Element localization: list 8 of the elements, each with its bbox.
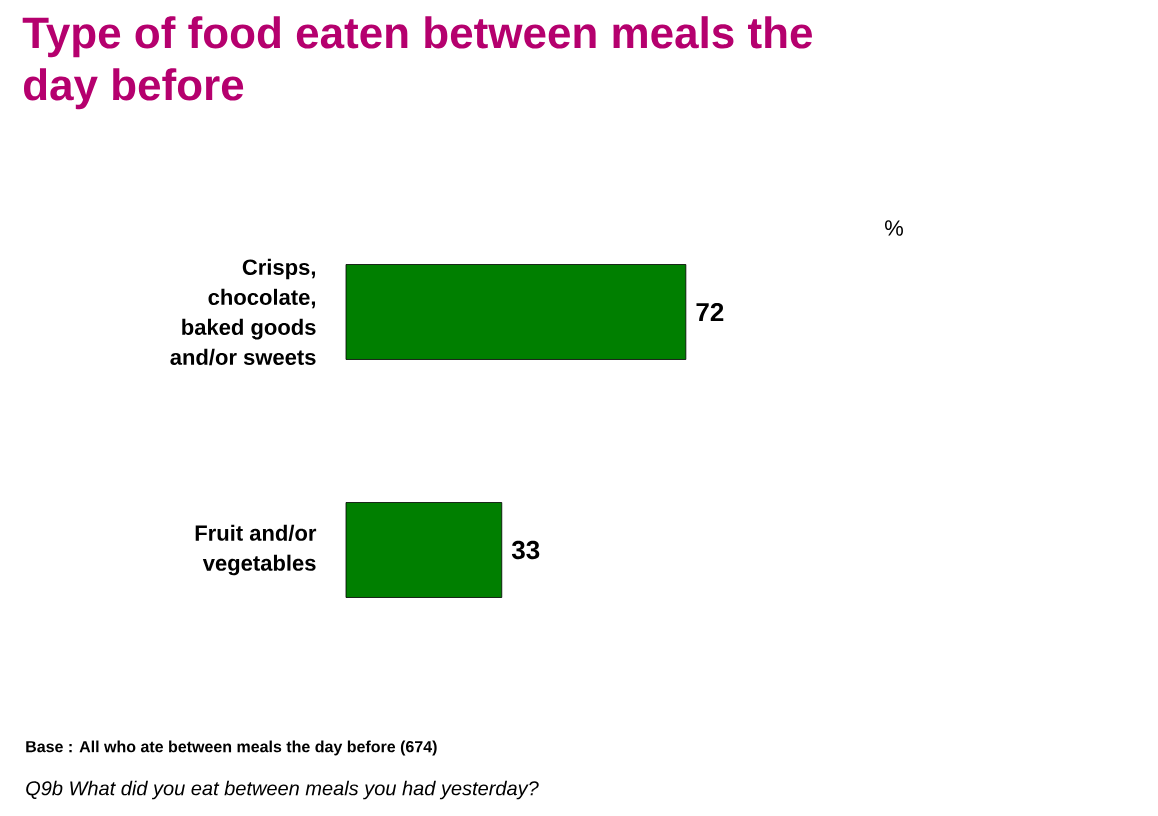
text: % <box>885 220 903 236</box>
data-label: 72 <box>696 302 724 322</box>
text: Base : All who ate between meals the day before (674) <box>26 740 437 756</box>
text: Q9b What did you eat between meals you had yesterday? <box>26 780 539 800</box>
data-label: 33 <box>511 540 540 560</box>
y-tick-label: Crisps, chocolate, baked goods and/or sweets <box>170 258 316 366</box>
chart-title: Type of food eaten between meals the day before <box>22 16 812 110</box>
y-tick-label: Fruit and/or vegetables <box>195 524 317 576</box>
